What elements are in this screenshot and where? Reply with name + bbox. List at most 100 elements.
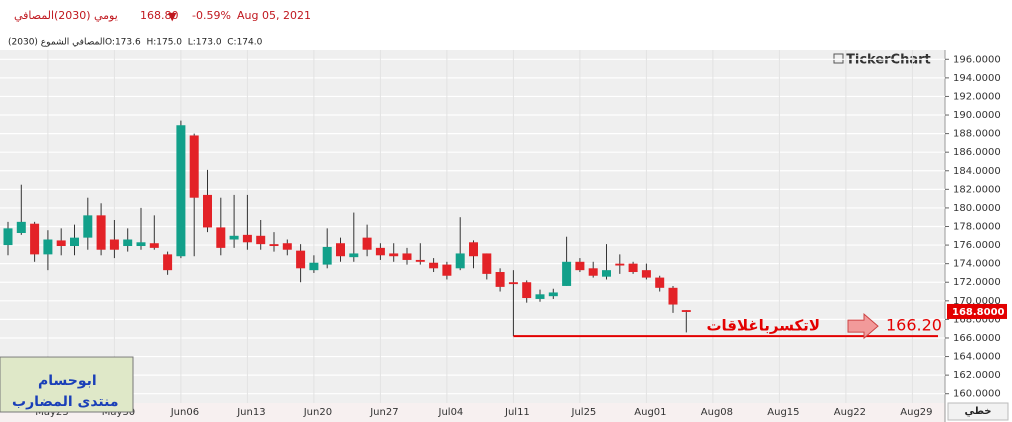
- candle-body: [415, 259, 425, 262]
- candle-body: [282, 243, 292, 250]
- header-change: -0.59%: [192, 9, 231, 22]
- candle-body: [495, 272, 505, 287]
- candle-body: [176, 125, 186, 257]
- candle-body: [149, 243, 159, 248]
- support-label: 166.20: [886, 316, 942, 335]
- candle-body: [3, 228, 13, 246]
- candle-body: [588, 268, 598, 276]
- candle-body: [296, 250, 306, 269]
- y-tick-label: 188.0000: [953, 129, 1001, 140]
- info-title: المصافي الشموع (2030): [8, 38, 105, 48]
- y-tick-label: 184.0000: [953, 166, 1001, 177]
- chart-style[interactable]: خطي: [964, 406, 991, 417]
- header-direction: ▼: [168, 10, 177, 23]
- candle-body: [203, 194, 212, 228]
- candle-body: [322, 246, 332, 265]
- candle-body: [56, 240, 66, 247]
- candle-body: [362, 237, 372, 250]
- y-tick-label: 190.0000: [953, 110, 1001, 121]
- header-name: المصافي: [14, 9, 54, 22]
- y-tick-label: 166.0000: [953, 333, 1001, 344]
- candle-body: [189, 135, 199, 198]
- y-tick-label: 162.0000: [953, 370, 1001, 381]
- candle-body: [216, 227, 226, 248]
- y-tick-label: 172.0000: [953, 277, 1001, 288]
- candle-body: [575, 261, 585, 271]
- candle-body: [615, 263, 625, 266]
- x-tick-label: Jun13: [236, 407, 265, 418]
- candle-body: [375, 247, 385, 256]
- candle-body: [109, 239, 119, 250]
- x-tick-label: Aug15: [767, 407, 799, 418]
- candle-body: [535, 294, 545, 299]
- y-tick-label: 192.0000: [953, 91, 1001, 102]
- signature-box: [0, 356, 134, 413]
- y-tick-label: 186.0000: [953, 147, 1001, 158]
- x-tick-label: Jun06: [170, 407, 199, 418]
- header-price: 168.80: [140, 9, 179, 22]
- candle-body: [455, 253, 465, 269]
- candle-body: [655, 277, 665, 288]
- candle-body: [269, 244, 279, 247]
- x-tick-label: Jul25: [571, 407, 597, 418]
- x-tick-label: Jul04: [438, 407, 464, 418]
- x-tick-label: Aug22: [834, 407, 866, 418]
- x-tick-label: Jul11: [504, 407, 530, 418]
- signature-line: منتدى المضارب: [12, 394, 119, 410]
- candle-body: [349, 253, 359, 258]
- y-tick-label: 178.0000: [953, 222, 1001, 233]
- candle-body: [242, 234, 252, 243]
- x-tick-label: Aug29: [900, 407, 932, 418]
- candle-body: [602, 270, 611, 277]
- candle-body: [389, 253, 399, 257]
- candle-body: [508, 282, 518, 285]
- watermark: TickerChart: [846, 53, 931, 68]
- signature-line: ابوحسام: [38, 373, 97, 389]
- candle-body: [16, 221, 26, 234]
- last-price-label: 168.8000: [952, 307, 1005, 318]
- x-tick-label: Jun20: [303, 407, 332, 418]
- x-tick-label: Aug01: [634, 407, 666, 418]
- candle-body: [43, 239, 53, 255]
- y-tick-label: 160.0000: [953, 389, 1001, 400]
- candle-body: [429, 262, 439, 269]
- header-code: (2030): [54, 9, 91, 22]
- candle-body: [309, 262, 319, 271]
- candle-body: [641, 270, 651, 278]
- y-tick-label: 174.0000: [953, 259, 1001, 270]
- candle-body: [442, 264, 452, 276]
- y-tick-label: 176.0000: [953, 240, 1001, 251]
- last-price-tag: [947, 303, 1007, 319]
- y-tick-label: 194.0000: [953, 73, 1001, 84]
- watermark-icon: [833, 53, 844, 64]
- candle-body: [548, 292, 558, 297]
- candle-body: [256, 235, 266, 245]
- y-tick-label: 168.0000: [953, 314, 1001, 325]
- candle-body: [681, 310, 691, 312]
- info-ohlc: O:173.6 H:175.0 L:173.0 C:174.0: [105, 38, 263, 48]
- y-tick-label: 170.0000: [953, 296, 1001, 307]
- candle-body: [336, 243, 345, 257]
- y-tick-label: 196.0000: [953, 54, 1001, 65]
- candle-body: [562, 261, 572, 286]
- y-tick-label: 180.0000: [953, 203, 1001, 214]
- header: المصافي (2030) يومي 168.80 ▼ -0.59% Aug …: [14, 9, 311, 23]
- x-axis-band: [0, 403, 945, 422]
- style-box[interactable]: [947, 402, 1009, 421]
- support-text: لاتكسرباغلاقات: [706, 317, 820, 335]
- candle-body: [668, 287, 678, 305]
- header-date: Aug 05, 2021: [237, 9, 311, 22]
- candle-body: [402, 253, 412, 260]
- candle-body: [83, 215, 93, 238]
- candle-body: [229, 235, 239, 240]
- candle-body: [136, 242, 146, 247]
- candle-body: [96, 215, 106, 250]
- plot: 160.0000 162.0000 164.0000 166.0000 168.0000…: [0, 50, 1001, 418]
- support-arrow: [847, 313, 879, 340]
- candle-body: [628, 263, 638, 273]
- x-tick-label: Aug08: [701, 407, 733, 418]
- candle-body: [469, 242, 478, 257]
- y-tick-label: 182.0000: [953, 184, 1001, 195]
